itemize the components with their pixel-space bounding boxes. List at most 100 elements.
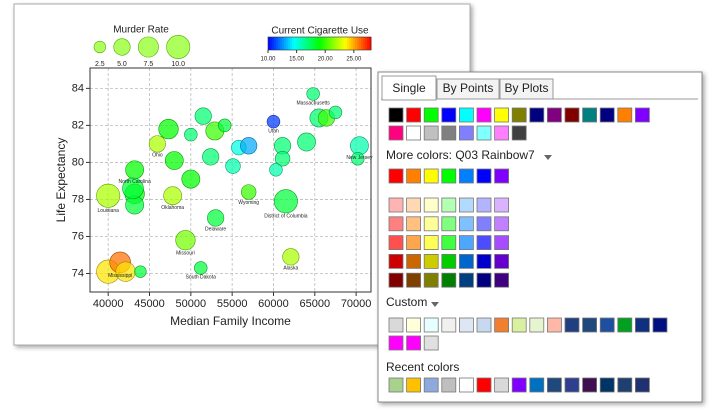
color-swatch[interactable] bbox=[582, 317, 597, 333]
color-swatch[interactable] bbox=[617, 377, 633, 393]
color-swatch[interactable] bbox=[458, 107, 474, 123]
color-swatch[interactable] bbox=[582, 377, 597, 393]
color-swatch[interactable] bbox=[494, 168, 510, 184]
color-swatch[interactable] bbox=[564, 317, 580, 333]
color-swatch[interactable] bbox=[529, 377, 545, 393]
color-swatch[interactable] bbox=[458, 197, 474, 213]
color-swatch[interactable] bbox=[476, 107, 492, 123]
color-swatch[interactable] bbox=[494, 216, 510, 232]
color-swatch[interactable] bbox=[458, 272, 474, 288]
color-swatch[interactable] bbox=[652, 317, 668, 333]
color-swatch[interactable] bbox=[547, 317, 562, 333]
color-swatch[interactable] bbox=[476, 168, 492, 184]
color-swatch[interactable] bbox=[423, 335, 439, 351]
color-swatch[interactable] bbox=[441, 197, 457, 213]
color-swatch[interactable] bbox=[441, 125, 457, 141]
dropdown-arrow[interactable] bbox=[431, 302, 439, 307]
color-swatch[interactable] bbox=[494, 377, 510, 393]
color-swatch[interactable] bbox=[582, 107, 597, 123]
color-swatch[interactable] bbox=[406, 335, 422, 351]
color-swatch[interactable] bbox=[423, 235, 439, 251]
color-swatch[interactable] bbox=[476, 253, 492, 269]
color-swatch[interactable] bbox=[458, 235, 474, 251]
color-swatch[interactable] bbox=[494, 253, 510, 269]
color-swatch[interactable] bbox=[599, 317, 615, 333]
color-swatch[interactable] bbox=[441, 317, 457, 333]
color-swatch[interactable] bbox=[476, 125, 492, 141]
color-swatch[interactable] bbox=[529, 107, 545, 123]
color-swatch[interactable] bbox=[599, 107, 615, 123]
color-swatch[interactable] bbox=[494, 107, 510, 123]
color-swatch[interactable] bbox=[458, 377, 474, 393]
color-swatch[interactable] bbox=[388, 168, 404, 184]
color-swatch[interactable] bbox=[388, 235, 404, 251]
color-swatch[interactable] bbox=[441, 107, 457, 123]
color-swatch[interactable] bbox=[476, 216, 492, 232]
color-swatch[interactable] bbox=[494, 317, 510, 333]
color-swatch[interactable] bbox=[388, 107, 404, 123]
color-swatch[interactable] bbox=[406, 168, 422, 184]
color-swatch[interactable] bbox=[388, 125, 404, 141]
color-swatch[interactable] bbox=[388, 272, 404, 288]
color-swatch[interactable] bbox=[441, 235, 457, 251]
color-swatch[interactable] bbox=[547, 377, 562, 393]
color-swatch[interactable] bbox=[406, 197, 422, 213]
color-swatch[interactable] bbox=[388, 216, 404, 232]
color-swatch[interactable] bbox=[423, 272, 439, 288]
color-swatch[interactable] bbox=[441, 377, 457, 393]
color-swatch[interactable] bbox=[388, 335, 404, 351]
tab-label[interactable]: By Plots bbox=[504, 81, 548, 95]
color-swatch[interactable] bbox=[423, 168, 439, 184]
color-swatch[interactable] bbox=[406, 272, 422, 288]
color-swatch[interactable] bbox=[406, 107, 422, 123]
color-swatch[interactable] bbox=[529, 317, 545, 333]
color-swatch[interactable] bbox=[423, 107, 439, 123]
color-swatch[interactable] bbox=[406, 317, 422, 333]
tab-label[interactable]: Single bbox=[392, 81, 426, 95]
color-swatch[interactable] bbox=[423, 216, 439, 232]
color-swatch[interactable] bbox=[476, 272, 492, 288]
color-swatch[interactable] bbox=[388, 253, 404, 269]
color-swatch[interactable] bbox=[511, 107, 527, 123]
color-swatch[interactable] bbox=[441, 216, 457, 232]
color-swatch[interactable] bbox=[423, 317, 439, 333]
color-swatch[interactable] bbox=[599, 377, 615, 393]
color-swatch[interactable] bbox=[388, 377, 404, 393]
color-swatch[interactable] bbox=[494, 197, 510, 213]
color-swatch[interactable] bbox=[458, 216, 474, 232]
color-swatch[interactable] bbox=[406, 235, 422, 251]
color-swatch[interactable] bbox=[635, 317, 650, 333]
color-swatch[interactable] bbox=[423, 253, 439, 269]
color-swatch[interactable] bbox=[388, 317, 404, 333]
color-swatch[interactable] bbox=[494, 235, 510, 251]
color-swatch[interactable] bbox=[494, 125, 510, 141]
color-swatch[interactable] bbox=[458, 125, 474, 141]
color-swatch[interactable] bbox=[406, 125, 422, 141]
color-swatch[interactable] bbox=[406, 377, 422, 393]
color-swatch[interactable] bbox=[617, 317, 633, 333]
color-swatch[interactable] bbox=[635, 107, 650, 123]
dropdown-arrow[interactable] bbox=[544, 155, 552, 160]
color-swatch[interactable] bbox=[511, 125, 527, 141]
color-swatch[interactable] bbox=[564, 377, 580, 393]
color-swatch[interactable] bbox=[423, 197, 439, 213]
color-swatch[interactable] bbox=[458, 253, 474, 269]
tab-label[interactable]: By Points bbox=[443, 81, 494, 95]
color-swatch[interactable] bbox=[476, 377, 492, 393]
color-swatch[interactable] bbox=[441, 253, 457, 269]
tab[interactable] bbox=[499, 78, 554, 100]
color-swatch[interactable] bbox=[617, 107, 633, 123]
tab[interactable] bbox=[381, 75, 437, 101]
color-swatch[interactable] bbox=[476, 235, 492, 251]
color-swatch[interactable] bbox=[423, 377, 439, 393]
color-swatch[interactable] bbox=[458, 168, 474, 184]
color-swatch[interactable] bbox=[423, 125, 439, 141]
color-swatch[interactable] bbox=[547, 107, 562, 123]
color-swatch[interactable] bbox=[511, 317, 527, 333]
color-swatch[interactable] bbox=[388, 197, 404, 213]
color-swatch[interactable] bbox=[441, 168, 457, 184]
color-swatch[interactable] bbox=[476, 197, 492, 213]
color-swatch[interactable] bbox=[564, 107, 580, 123]
color-swatch[interactable] bbox=[635, 377, 650, 393]
color-swatch[interactable] bbox=[494, 272, 510, 288]
